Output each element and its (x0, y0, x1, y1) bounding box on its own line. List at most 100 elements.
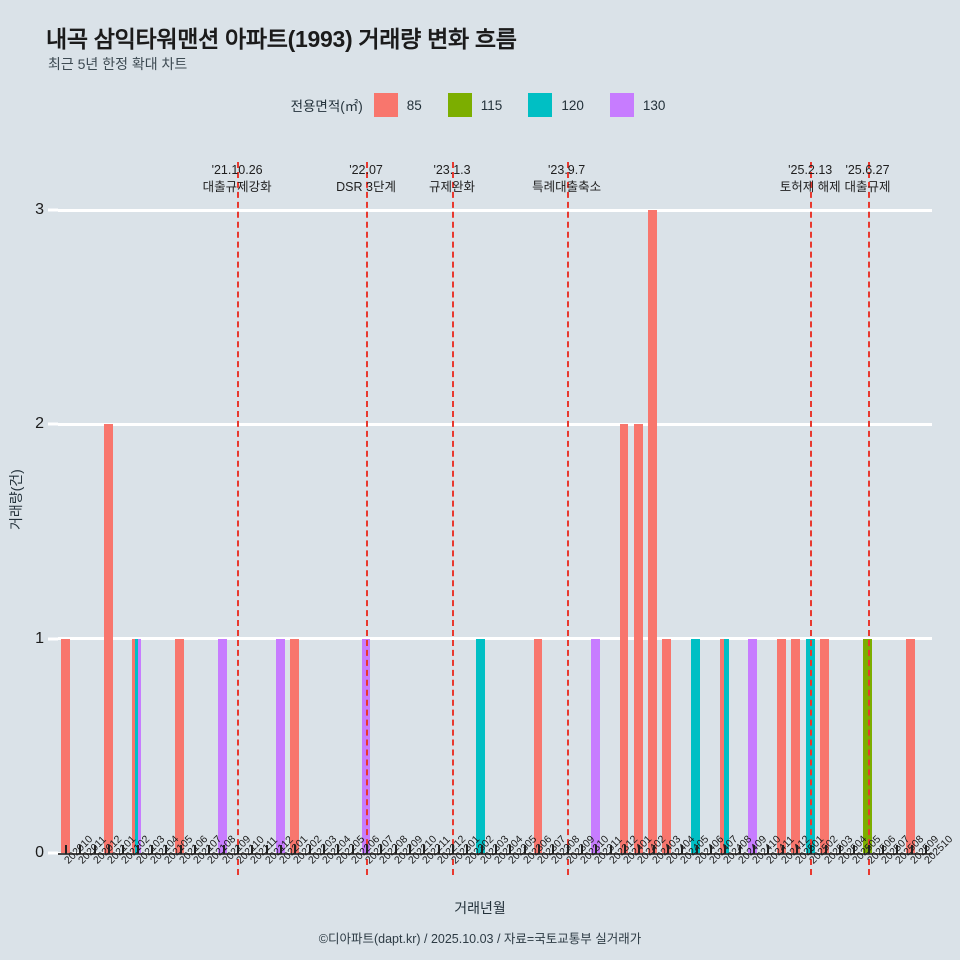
x-tick-202309 (566, 845, 569, 854)
bar-202010-85[interactable] (60, 638, 70, 853)
bar-202503-85[interactable] (820, 638, 829, 853)
x-tick-202403 (652, 845, 655, 854)
x-tick-202312 (609, 845, 612, 854)
x-tick-202112 (265, 845, 268, 854)
legend-item-120[interactable]: 120 (528, 93, 606, 117)
event-date-202502: '25.2.13 (788, 163, 833, 177)
bar-202410-130[interactable] (748, 638, 758, 853)
x-tick-202505 (853, 845, 856, 854)
x-tick-202406 (695, 845, 698, 854)
x-tick-202202 (294, 845, 297, 854)
bar-202412-85[interactable] (777, 638, 786, 853)
plot-area (58, 162, 932, 875)
bar-202401-85[interactable] (619, 424, 629, 853)
event-date-202301: '23.1.3 (433, 163, 471, 177)
x-tick-202011 (79, 845, 82, 854)
x-tick-202204 (323, 845, 326, 854)
bar-202101-85[interactable] (103, 424, 113, 853)
legend-item-130[interactable]: 130 (609, 93, 665, 117)
legend: 전용면적(㎡) 85 115 120 130 (0, 93, 960, 117)
bar-202201-130[interactable] (275, 638, 285, 853)
y-axis-ticks: 0 1 2 3 (0, 201, 58, 861)
y-tick-label-2: 2 (35, 415, 44, 433)
event-line-202110 (237, 162, 240, 875)
event-text-202309: 특례대출축소 (532, 180, 602, 194)
legend-title: 전용면적(㎡) (290, 99, 363, 114)
legend-swatch-85 (373, 93, 398, 117)
event-line-202309 (566, 162, 569, 875)
y-axis-title: 거래량(건) (8, 469, 24, 530)
legend-swatch-130 (609, 93, 634, 117)
bar-202408-85[interactable] (719, 638, 725, 853)
x-tick-202404 (666, 845, 669, 854)
x-tick-202107 (194, 845, 197, 854)
x-tick-202212 (437, 845, 440, 854)
x-tick-202412 (781, 845, 784, 854)
x-tick-202111 (251, 845, 254, 854)
x-tick-202012 (93, 845, 96, 854)
x-tick-202305 (509, 845, 512, 854)
bar-202404-85[interactable] (662, 638, 672, 853)
bar-202403-85[interactable] (648, 210, 658, 853)
x-tick-202506 (867, 845, 870, 854)
y-tick-mark-3 (48, 208, 58, 212)
bar-202501-85[interactable] (791, 638, 801, 853)
x-tick-202307 (537, 845, 540, 854)
bar-202202-85[interactable] (289, 638, 299, 853)
x-tick-202108 (208, 845, 211, 854)
x-tick-202405 (681, 845, 684, 854)
x-tick-202206 (351, 845, 354, 854)
bar-202408-120[interactable] (724, 638, 729, 853)
bar-202103-130[interactable] (138, 638, 142, 853)
event-line-202506 (867, 162, 870, 875)
event-annotation-202506: '25.6.27 대출규제 (788, 162, 948, 196)
bar-202106-85[interactable] (175, 638, 185, 853)
bar-202307-85[interactable] (533, 638, 543, 853)
event-date-202207: '22.07 (349, 163, 383, 177)
y-tick-label-3: 3 (35, 201, 44, 218)
x-axis-line (58, 853, 932, 855)
x-tick-202504 (838, 845, 841, 854)
legend-label-120: 120 (561, 97, 584, 113)
bar-202402-85[interactable] (633, 424, 643, 853)
x-tick-202503 (824, 845, 827, 854)
legend-label-115: 115 (480, 97, 503, 113)
x-tick-202208 (380, 845, 383, 854)
x-tick-202510 (924, 845, 927, 854)
event-date-202309: '23.9.7 (548, 163, 586, 177)
event-text-202506: 대출규제 (844, 180, 891, 194)
y-tick-mark-1 (48, 637, 58, 641)
event-line-202207 (366, 162, 369, 875)
y-tick-mark-2 (48, 422, 58, 426)
bar-202406-120[interactable] (691, 638, 701, 853)
legend-item-115[interactable]: 115 (447, 93, 525, 117)
x-tick-202102 (122, 845, 125, 854)
page-subtitle: 최근 5년 한정 확대 차트 (48, 56, 188, 72)
x-tick-202210 (409, 845, 412, 854)
bar-202103-85[interactable] (132, 638, 136, 853)
event-line-202301 (452, 162, 455, 875)
bar-202103-120[interactable] (135, 638, 139, 853)
x-tick-202302 (466, 845, 469, 854)
bar-202109-130[interactable] (218, 638, 228, 853)
gridline-y-2 (58, 422, 932, 426)
x-tick-202509 (910, 845, 913, 854)
event-annotation-202207: '22.07 DSR 3단계 (286, 162, 446, 196)
bar-202207-130[interactable] (361, 638, 371, 853)
bar-202509-85[interactable] (906, 638, 915, 853)
legend-label-85: 85 (406, 97, 422, 113)
bar-202311-130[interactable] (590, 638, 600, 853)
bar-202303-120[interactable] (476, 638, 486, 853)
x-tick-202301 (452, 845, 455, 854)
x-tick-202407 (709, 845, 712, 854)
event-text-202502: 토허제 해제 (779, 180, 841, 194)
page-title: 내곡 삼익타워맨션 아파트(1993) 거래량 변화 흐름 (46, 26, 517, 52)
legend-item-85[interactable]: 85 (373, 93, 444, 117)
x-tick-202010 (65, 845, 68, 854)
x-tick-202201 (280, 845, 283, 854)
event-annotation-202309: '23.9.7 특례대출축소 (487, 162, 647, 196)
legend-swatch-120 (528, 93, 553, 117)
gridline-y-1 (58, 637, 932, 641)
x-tick-202304 (495, 845, 497, 854)
x-tick-202308 (552, 845, 555, 854)
